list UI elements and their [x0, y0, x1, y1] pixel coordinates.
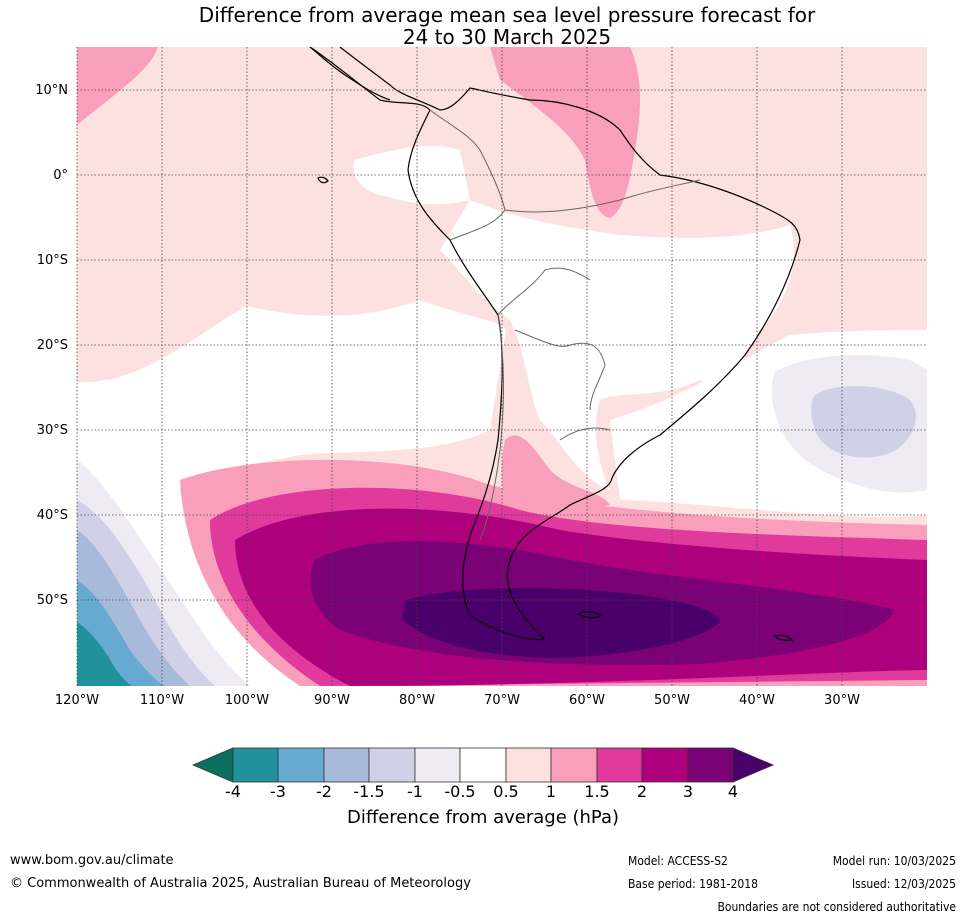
graticule — [76, 47, 927, 686]
colorbar-tick-minus2: -2 — [316, 782, 332, 801]
colorbar-below-min — [191, 747, 234, 783]
lon-label-110w: 110°W — [139, 693, 185, 708]
lat-label-50s: 50°S — [36, 593, 68, 608]
coastlines — [309, 47, 801, 641]
band-neutral-south-pacific — [77, 300, 506, 686]
map-title: Difference from average mean sea level p… — [0, 4, 965, 48]
lon-label-90w: 90°W — [314, 693, 350, 708]
lon-label-100w: 100°W — [224, 693, 270, 708]
footer-model: Model: ACCESS-S2 — [628, 854, 728, 868]
colorbar-bin-p0_5 — [505, 747, 552, 783]
colorbar-bin-minus2 — [323, 747, 370, 783]
lon-label-60w: 60°W — [569, 693, 605, 708]
colorbar-bin-neutral — [459, 747, 507, 783]
footer-issued: Issued: 12/03/2025 — [851, 877, 956, 891]
colorbar-bin-p2 — [641, 747, 689, 783]
colorbar-above-max — [732, 747, 775, 783]
colorbar-bin-p1 — [550, 747, 598, 783]
south-america-coastline — [309, 47, 801, 641]
colorbar — [191, 747, 775, 783]
lat-label-40s: 40°S — [36, 508, 68, 523]
colorbar-tick-minus0_5: -0.5 — [444, 782, 476, 801]
colorbar-tick-p3: 3 — [682, 782, 694, 801]
colorbar-bin-minus1_5 — [368, 747, 416, 783]
lon-label-40w: 40°W — [739, 693, 775, 708]
band-minus1-atlantic — [811, 385, 916, 458]
footer-website: www.bom.gov.au/climate — [10, 853, 174, 868]
footer-base-period: Base period: 1981-2018 — [628, 877, 759, 891]
band-p4 — [402, 588, 720, 658]
map-title-line-2: 24 to 30 March 2025 — [402, 25, 612, 49]
falkland-islands — [576, 611, 604, 619]
footer-boundaries-note: Boundaries are not considered authoritat… — [717, 900, 956, 914]
lat-label-10s: 10°S — [36, 253, 68, 268]
colorbar-tick-minus4: -4 — [225, 782, 241, 801]
footer-copyright: © Commonwealth of Australia 2025, Austra… — [10, 876, 471, 891]
colorbar-bin-p1_5 — [596, 747, 643, 783]
colorbar-tick-p1_5: 1.5 — [584, 782, 610, 801]
colorbar-bin-p3 — [687, 747, 734, 783]
lon-label-80w: 80°W — [399, 693, 435, 708]
lon-label-50w: 50°W — [654, 693, 690, 708]
lon-label-120w: 120°W — [54, 693, 100, 708]
central-america-coastline — [309, 47, 391, 101]
south-georgia — [773, 634, 794, 641]
map-title-line-1: Difference from average mean sea level p… — [198, 3, 816, 27]
galapagos-islands — [317, 176, 329, 184]
lon-label-30w: 30°W — [824, 693, 860, 708]
lat-label-0: 0° — [53, 168, 68, 183]
colorbar-tick-minus1: -1 — [407, 782, 423, 801]
band-p1-north — [77, 47, 158, 125]
lon-label-70w: 70°W — [484, 693, 520, 708]
colorbar-bin-minus1 — [414, 747, 461, 783]
colorbar-tick-p0_5: 0.5 — [493, 782, 519, 801]
lat-label-30s: 30°S — [36, 423, 68, 438]
lat-label-10n: 10°N — [35, 83, 68, 98]
band-neutral-equatorial — [353, 145, 470, 205]
band-minus3-pacific — [77, 622, 132, 686]
colorbar-tick-minus1_5: -1.5 — [353, 782, 385, 801]
colorbar-tick-p1: 1 — [545, 782, 557, 801]
lat-label-20s: 20°S — [36, 338, 68, 353]
colorbar-tick-p2: 2 — [636, 782, 648, 801]
colorbar-tick-minus3: -3 — [270, 782, 286, 801]
colorbar-bin-minus3 — [277, 747, 325, 783]
colorbar-tick-p4: 4 — [727, 782, 739, 801]
colorbar-title: Difference from average (hPa) — [346, 807, 620, 828]
colorbar-bin-minus4 — [232, 747, 279, 783]
footer-model-run: Model run: 10/03/2025 — [832, 854, 956, 868]
